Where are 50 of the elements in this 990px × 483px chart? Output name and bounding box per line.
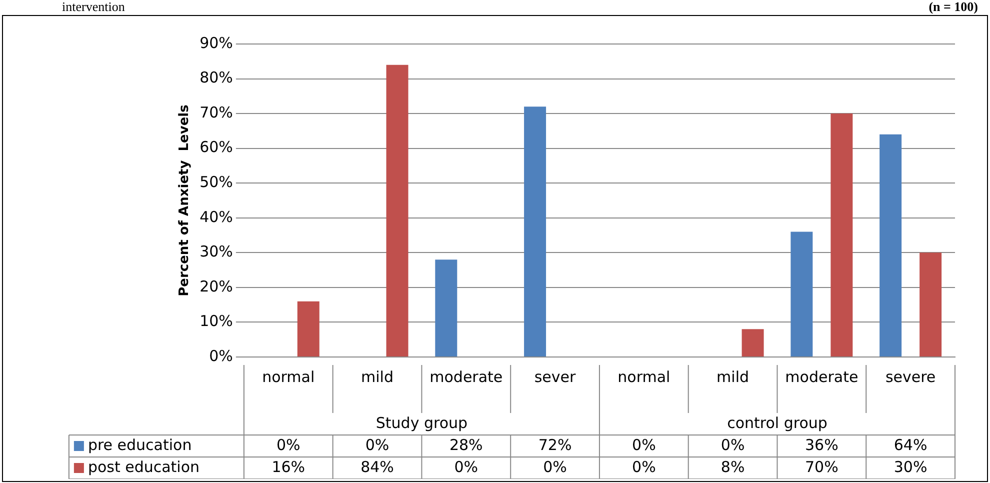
text: control group	[727, 414, 828, 432]
x-tick-label: sever	[534, 368, 577, 386]
bar	[920, 252, 942, 356]
legend-label: post education	[88, 458, 200, 476]
data-label: 0%	[632, 436, 656, 454]
y-tick-label: 70%	[200, 103, 233, 122]
data-label: 70%	[805, 458, 838, 476]
x-tick-label: mild	[361, 368, 394, 386]
data-label: 0%	[720, 436, 745, 454]
y-tick-label: 20%	[200, 277, 233, 296]
legend-label: pre education	[88, 436, 192, 454]
data-label: 72%	[538, 436, 572, 454]
data-label: 8%	[720, 458, 745, 476]
text: Study group	[376, 414, 468, 432]
x-tick-label: mild	[716, 368, 750, 386]
data-label: 36%	[805, 436, 838, 454]
y-tick-label: 40%	[200, 208, 233, 226]
data-label: 84%	[360, 458, 394, 476]
x-tick-label: moderate	[785, 368, 858, 386]
bar	[830, 114, 853, 356]
bar	[742, 329, 764, 356]
bar	[435, 260, 458, 356]
data-label: 16%	[272, 458, 306, 476]
data-label: 0%	[454, 458, 478, 476]
y-tick-label: 80%	[200, 68, 233, 87]
data-label: 0%	[632, 458, 656, 476]
x-tick-label: normal	[618, 368, 670, 386]
data-label: 28%	[449, 436, 483, 454]
data-label: 0%	[365, 436, 390, 454]
y-tick-label: 10%	[200, 312, 233, 330]
data-label: 0%	[543, 458, 567, 476]
text: (n = 100)	[928, 0, 978, 14]
bar	[880, 134, 902, 356]
data-label: 64%	[894, 436, 928, 454]
y-axis-title: Percent of Anxiety Levels	[177, 104, 192, 296]
y-tick-label: 30%	[200, 242, 233, 261]
x-tick-label: severe	[885, 368, 936, 386]
bar	[790, 232, 813, 356]
data-label: 0%	[276, 436, 300, 454]
y-tick-label: 60%	[200, 138, 233, 156]
data-label: 30%	[894, 458, 928, 476]
bar	[386, 64, 408, 356]
bar	[297, 301, 320, 356]
y-tick-label: 50%	[200, 173, 233, 191]
x-tick-label: normal	[262, 368, 315, 386]
text: intervention	[62, 0, 125, 14]
y-tick-label: 0%	[209, 346, 233, 365]
bar	[524, 106, 546, 356]
y-tick-label: 90%	[200, 34, 233, 52]
x-tick-label: moderate	[430, 368, 503, 386]
